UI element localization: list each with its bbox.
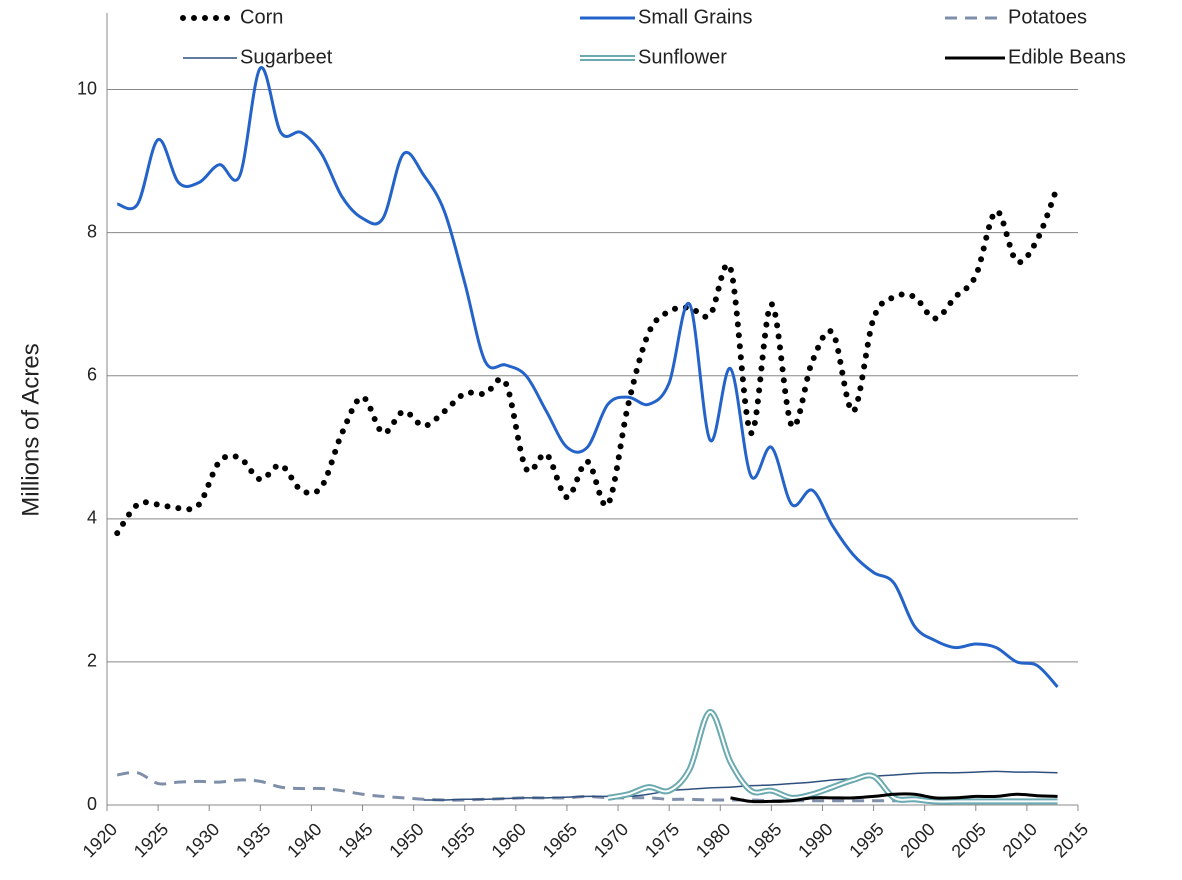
legend-label: Small Grains (638, 6, 752, 28)
x-tick-label: 1950 (385, 819, 427, 861)
x-tick-label: 1985 (743, 819, 785, 861)
legend-label: Sugarbeet (240, 46, 333, 68)
x-tick-label: 1975 (641, 819, 683, 861)
x-tick-label: 1965 (539, 819, 581, 861)
x-tick-label: 1970 (590, 819, 632, 861)
legend-label: Potatoes (1008, 6, 1087, 28)
x-tick-label: 1925 (130, 819, 172, 861)
legend-label: Sunflower (638, 46, 727, 68)
series-line (730, 792, 1058, 804)
x-tick-label: 2005 (948, 819, 990, 861)
x-tick-label: 2015 (1050, 819, 1092, 861)
x-tick-label: 2000 (896, 819, 938, 861)
legend-label: Edible Beans (1008, 46, 1126, 68)
x-tick-label: 1990 (794, 819, 836, 861)
x-tick-label: 1995 (845, 819, 887, 861)
legend-label: Corn (240, 6, 283, 28)
x-tick-label: 1955 (436, 819, 478, 861)
series-line (423, 770, 1058, 801)
x-tick-label: 1960 (488, 819, 530, 861)
x-tick-label: 2010 (999, 819, 1041, 861)
y-tick-label: 2 (87, 651, 97, 671)
series-line-inner (607, 710, 1058, 803)
y-tick-label: 8 (87, 221, 97, 241)
x-tick-label: 1945 (334, 819, 376, 861)
series-line (114, 183, 1061, 537)
x-tick-label: 1980 (692, 819, 734, 861)
x-tick-label: 1940 (283, 819, 325, 861)
x-tick-label: 1935 (232, 819, 274, 861)
y-axis-label: Millions of Acres (17, 343, 44, 516)
y-tick-label: 10 (77, 78, 97, 98)
x-tick-label: 1920 (79, 819, 121, 861)
series-line (116, 66, 1059, 688)
y-tick-label: 0 (87, 794, 97, 814)
y-tick-label: 6 (87, 364, 97, 384)
y-tick-label: 4 (87, 508, 97, 528)
x-tick-label: 1930 (181, 819, 223, 861)
